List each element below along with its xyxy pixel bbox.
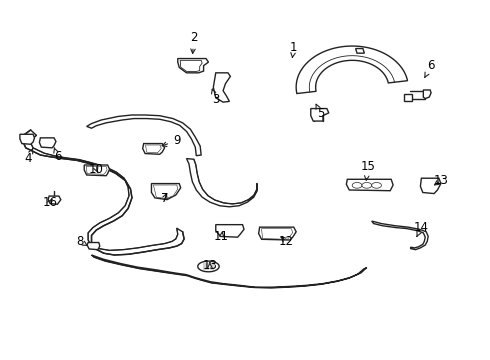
Text: 11: 11	[214, 230, 229, 243]
Polygon shape	[420, 178, 441, 194]
Text: 4: 4	[24, 149, 33, 165]
Text: 13: 13	[434, 174, 448, 187]
Polygon shape	[187, 158, 257, 207]
Polygon shape	[213, 73, 230, 102]
Text: 5: 5	[316, 104, 324, 120]
Text: 6: 6	[54, 148, 61, 163]
Polygon shape	[87, 243, 100, 249]
Text: 10: 10	[89, 163, 104, 176]
Polygon shape	[20, 134, 34, 144]
Text: 9: 9	[162, 134, 180, 147]
Polygon shape	[178, 59, 208, 73]
Polygon shape	[146, 145, 161, 153]
Polygon shape	[21, 130, 184, 255]
Text: 14: 14	[414, 221, 429, 237]
Polygon shape	[86, 166, 107, 174]
Text: 7: 7	[161, 192, 169, 205]
Text: 3: 3	[212, 89, 220, 106]
Polygon shape	[84, 165, 110, 176]
Polygon shape	[372, 221, 428, 249]
Text: 1: 1	[290, 41, 297, 58]
Text: 12: 12	[279, 235, 294, 248]
Polygon shape	[262, 229, 293, 239]
Polygon shape	[153, 185, 178, 199]
Text: 16: 16	[43, 195, 58, 209]
Polygon shape	[346, 179, 393, 191]
Polygon shape	[352, 183, 362, 188]
Polygon shape	[362, 183, 372, 188]
Polygon shape	[423, 90, 431, 99]
Polygon shape	[92, 255, 367, 288]
Polygon shape	[372, 183, 381, 188]
Polygon shape	[143, 144, 165, 154]
Polygon shape	[356, 49, 365, 53]
Text: 6: 6	[425, 59, 435, 77]
Polygon shape	[48, 196, 61, 204]
Polygon shape	[259, 227, 296, 240]
Polygon shape	[180, 60, 202, 71]
Polygon shape	[87, 115, 201, 156]
Text: 13: 13	[202, 258, 218, 271]
Polygon shape	[39, 138, 56, 148]
Text: 8: 8	[76, 235, 87, 248]
Polygon shape	[216, 225, 244, 237]
Polygon shape	[296, 46, 408, 94]
Text: 15: 15	[360, 160, 375, 180]
Polygon shape	[311, 109, 329, 121]
Text: 2: 2	[190, 31, 197, 54]
Polygon shape	[198, 261, 219, 272]
Polygon shape	[404, 94, 412, 101]
Polygon shape	[151, 184, 181, 200]
